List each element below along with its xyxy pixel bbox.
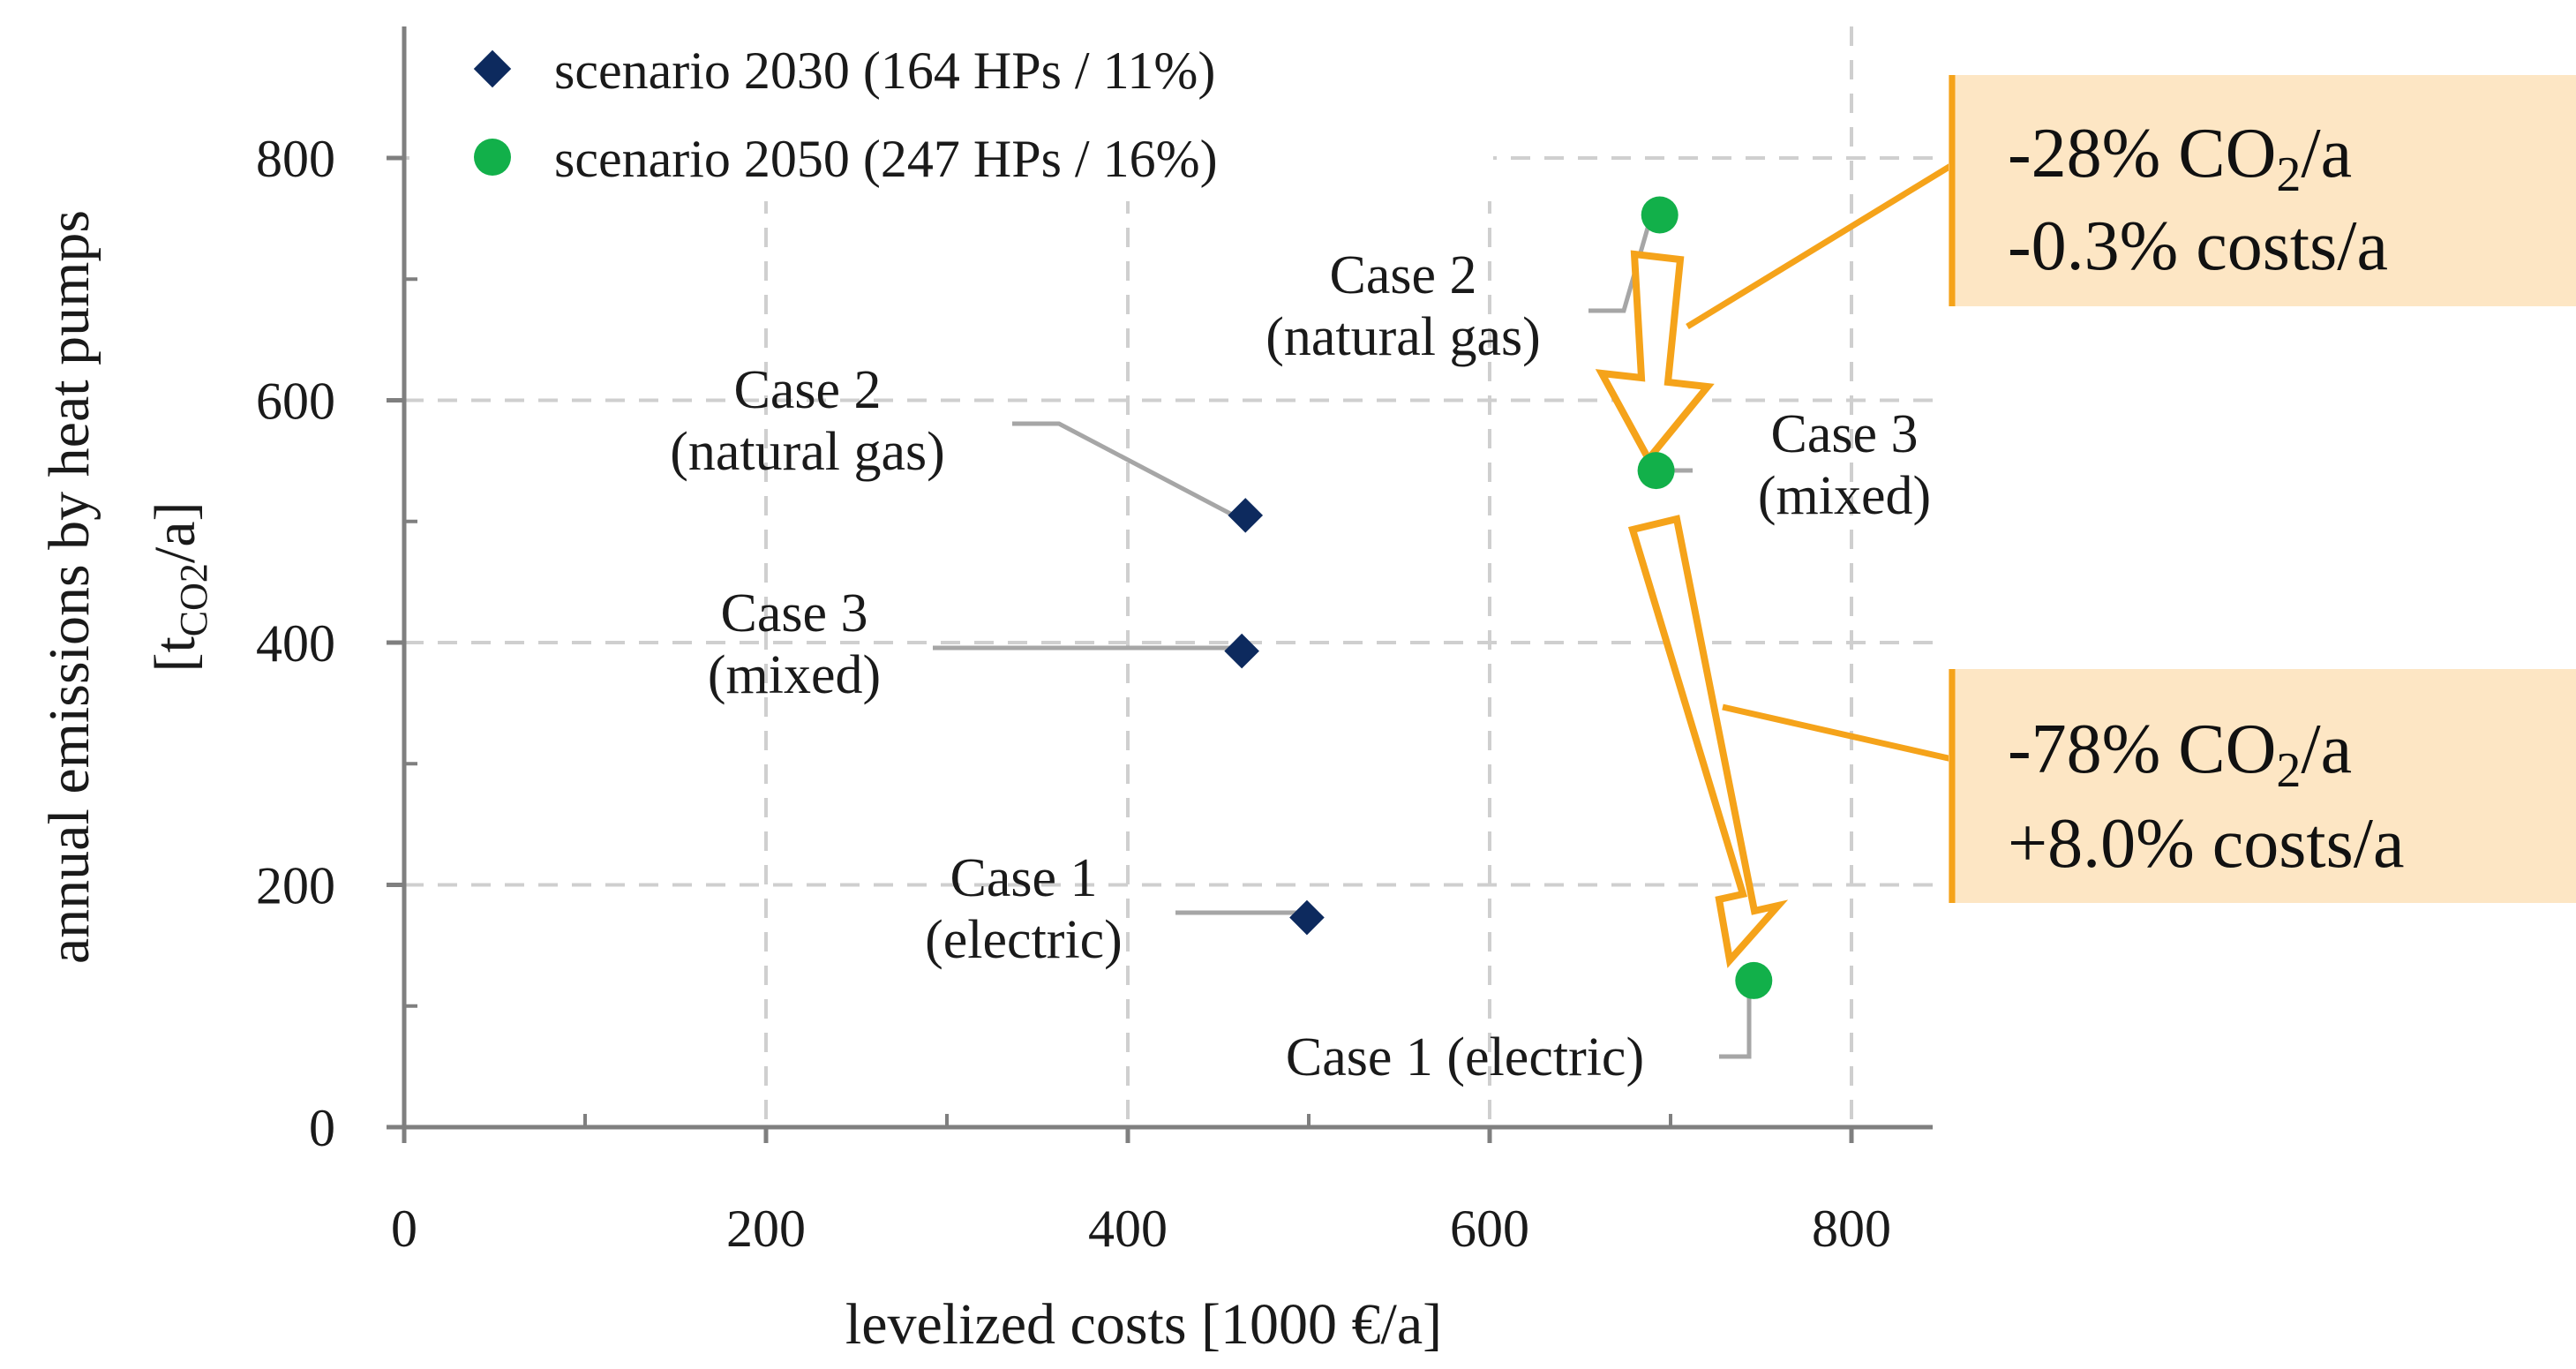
y-tick-label-600: 600 <box>256 372 335 431</box>
marker-2050-point-2 <box>1735 961 1773 999</box>
label-2030-case3-line2: (mixed) <box>708 645 881 705</box>
label-2030-case1-line2: (electric) <box>925 910 1123 970</box>
marker-2050-point-0 <box>1641 196 1679 234</box>
y-axis-title-main: annual emissions by heat pumps <box>37 210 101 964</box>
y-tick-label-200: 200 <box>256 857 335 915</box>
marker-2030-point-1 <box>1224 633 1259 669</box>
y-tick-label-400: 400 <box>256 614 335 673</box>
point-labels: Case 2 (natural gas) Case 3 (mixed) Case… <box>670 245 1931 1087</box>
label-2030-case2-line2: (natural gas) <box>670 422 945 482</box>
legend-label-2050: scenario 2050 (247 HPs / 16%) <box>554 130 1218 188</box>
label-2050-case1: Case 1 (electric) <box>1286 1027 1644 1087</box>
label-2050-case3-line1: Case 3 <box>1770 404 1918 464</box>
label-2050-case3-line2: (mixed) <box>1758 466 1931 526</box>
leader-lines <box>933 218 1752 1059</box>
y-tick-label-800: 800 <box>256 130 335 188</box>
grid <box>404 26 1933 1127</box>
marker-2030-point-0 <box>1228 498 1264 533</box>
x-tick-label-0: 0 <box>391 1200 417 1258</box>
y-axis-unit-sub: CO2 <box>172 563 215 636</box>
callout-2-box <box>1949 669 2576 903</box>
label-2030-case2-line1: Case 2 <box>733 360 881 420</box>
y-axis-title-unit: [tCO2/a] <box>143 501 215 672</box>
callout-1-line1: -28% CO2/a <box>2008 115 2352 202</box>
callout-1-box <box>1949 75 2576 306</box>
label-2050-case2-line1: Case 2 <box>1329 245 1476 305</box>
axes <box>395 26 1933 1136</box>
y-axis-unit-suffix: /a] <box>143 501 207 563</box>
arrow-case3-to-case1 <box>1627 515 1789 968</box>
callout-2: -78% CO2/a +8.0% costs/a <box>1949 669 2576 903</box>
marker-2030-point-2 <box>1289 899 1325 936</box>
x-tick-label-600: 600 <box>1450 1200 1529 1258</box>
tick-labels: 0 200 400 600 800 0 200 400 600 800 <box>256 130 1891 1258</box>
callout-2-line2: +8.0% costs/a <box>2008 805 2405 883</box>
leader-2050-case1 <box>1719 987 1752 1059</box>
ticks <box>387 155 1854 1143</box>
label-2030-case3-line1: Case 3 <box>720 583 867 643</box>
callout-pointers <box>1686 162 1954 763</box>
x-tick-label-200: 200 <box>726 1200 806 1258</box>
arrow-case2-to-case3 <box>1595 250 1715 466</box>
y-axis-unit-prefix: [t <box>143 636 207 672</box>
label-2030-case1-line1: Case 1 <box>950 848 1097 908</box>
callout-2-sub: 2 <box>2276 743 2301 798</box>
callout-1-line2: -0.3% costs/a <box>2008 207 2388 285</box>
callout-2-line1: -78% CO2/a <box>2008 711 2352 798</box>
legend-box <box>409 25 1493 201</box>
legend-label-2030: scenario 2030 (164 HPs / 11%) <box>554 41 1215 100</box>
legend: scenario 2030 (164 HPs / 11%) scenario 2… <box>409 25 1493 201</box>
callout-pointer-1 <box>1686 162 1954 329</box>
callout-1-sub: 2 <box>2276 147 2301 202</box>
data-markers <box>1224 196 1773 999</box>
callout-pointer-2 <box>1722 703 1953 763</box>
legend-marker-2050 <box>474 139 511 176</box>
x-axis-title: levelized costs [1000 €/a] <box>845 1292 1442 1357</box>
y-axis-title: annual emissions by heat pumps [tCO2/a] <box>37 210 215 964</box>
y-tick-label-0: 0 <box>309 1099 335 1157</box>
x-tick-label-400: 400 <box>1088 1200 1168 1258</box>
marker-2050-point-1 <box>1637 452 1675 490</box>
arrows <box>1595 250 1789 968</box>
label-2050-case2-line2: (natural gas) <box>1265 307 1541 367</box>
x-tick-label-800: 800 <box>1812 1200 1891 1258</box>
callout-1: -28% CO2/a -0.3% costs/a <box>1949 75 2576 306</box>
leader-2030-case2 <box>1012 421 1237 519</box>
leader-2050-case2 <box>1588 218 1653 313</box>
